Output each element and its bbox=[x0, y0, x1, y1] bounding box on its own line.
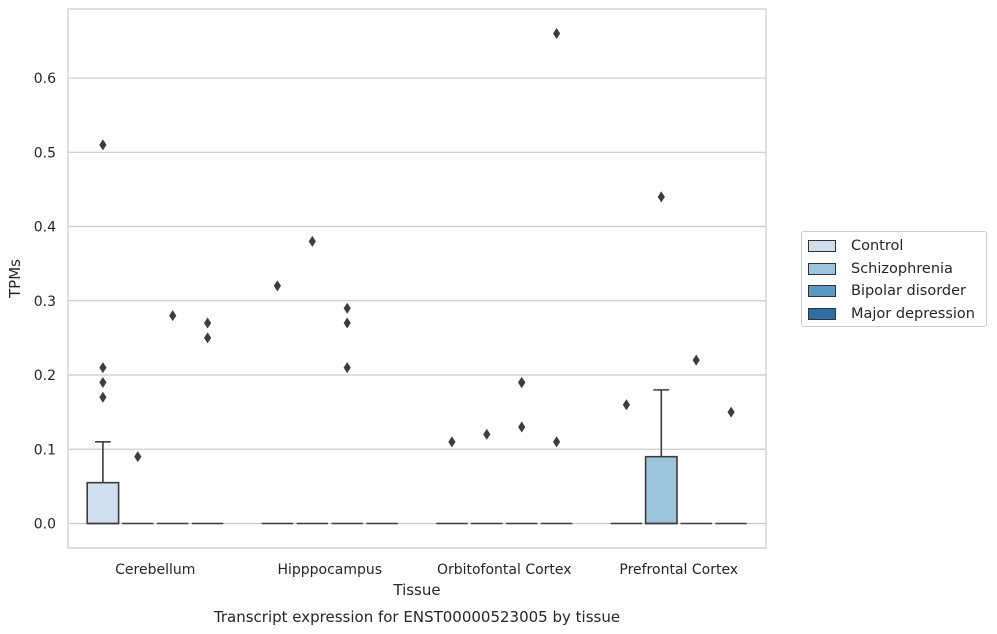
gridlines bbox=[68, 77, 766, 525]
outlier-point bbox=[553, 436, 561, 448]
outlier-point bbox=[134, 451, 142, 463]
outlier-points bbox=[99, 28, 735, 463]
x-axis-label: Tissue bbox=[392, 581, 440, 599]
outlier-point bbox=[273, 280, 281, 292]
y-tick-label: 0.6 bbox=[34, 71, 56, 87]
y-tick-label: 0.1 bbox=[34, 442, 56, 458]
legend-item: Control bbox=[802, 235, 986, 258]
box bbox=[644, 455, 678, 525]
y-tick-label: 0.4 bbox=[34, 220, 56, 236]
outlier-point bbox=[657, 191, 665, 203]
legend-swatch bbox=[808, 307, 836, 320]
legend-item: Schizophrenia bbox=[802, 258, 986, 281]
outlier-point bbox=[343, 362, 351, 374]
box bbox=[86, 481, 120, 525]
outlier-point bbox=[99, 376, 107, 388]
legend-item: Bipolar disorder bbox=[802, 280, 986, 303]
x-tick-label: Cerebellum bbox=[115, 562, 195, 578]
legend-label: Major depression bbox=[851, 305, 975, 322]
outlier-point bbox=[727, 406, 735, 418]
outlier-point bbox=[553, 28, 561, 39]
chart-title: Transcript expression for ENST0000052300… bbox=[213, 608, 620, 626]
legend-swatch bbox=[808, 240, 836, 253]
x-tick-label: Hipppocampus bbox=[277, 562, 382, 578]
legend-swatch bbox=[808, 262, 836, 275]
outlier-point bbox=[99, 139, 107, 151]
outlier-point bbox=[518, 421, 526, 433]
outlier-point bbox=[308, 235, 316, 247]
outlier-point bbox=[483, 428, 491, 440]
outlier-point bbox=[204, 332, 212, 344]
outlier-point bbox=[204, 317, 212, 329]
outlier-point bbox=[622, 399, 630, 411]
x-tick-labels: Cerebellum Hipppocampus Orbitofontal Corte… bbox=[115, 562, 738, 578]
box-3-1 bbox=[644, 389, 678, 525]
outlier-point bbox=[169, 310, 177, 322]
x-tick-label: Prefrontal Cortex bbox=[619, 562, 738, 578]
outlier-point bbox=[343, 317, 351, 329]
legend-label: Bipolar disorder bbox=[851, 283, 966, 300]
y-tick-label: 0.3 bbox=[34, 294, 56, 310]
legend-label: Schizophrenia bbox=[851, 260, 953, 277]
y-axis-label: TPMs bbox=[6, 259, 24, 299]
legend: Control Schizophrenia Bipolar disorder Majo… bbox=[801, 231, 987, 327]
legend-label: Control bbox=[851, 238, 904, 255]
box-series bbox=[86, 389, 747, 525]
outlier-point bbox=[99, 362, 107, 374]
outlier-point bbox=[99, 391, 107, 403]
plot-area bbox=[67, 8, 767, 549]
outlier-point bbox=[692, 354, 700, 366]
y-tick-label: 0.2 bbox=[34, 368, 56, 384]
y-tick-labels: 0.0 0.1 0.2 0.3 0.4 0.5 0.6 bbox=[34, 71, 56, 532]
outlier-point bbox=[343, 302, 351, 314]
outlier-point bbox=[518, 376, 526, 388]
y-tick-label: 0.0 bbox=[34, 517, 56, 533]
legend-item: Major depression bbox=[802, 303, 986, 326]
x-tick-label: Orbitofontal Cortex bbox=[437, 562, 572, 578]
y-tick-label: 0.5 bbox=[34, 145, 56, 161]
legend-swatch bbox=[808, 285, 836, 298]
box-0-0 bbox=[86, 441, 120, 525]
outlier-point bbox=[448, 436, 456, 448]
